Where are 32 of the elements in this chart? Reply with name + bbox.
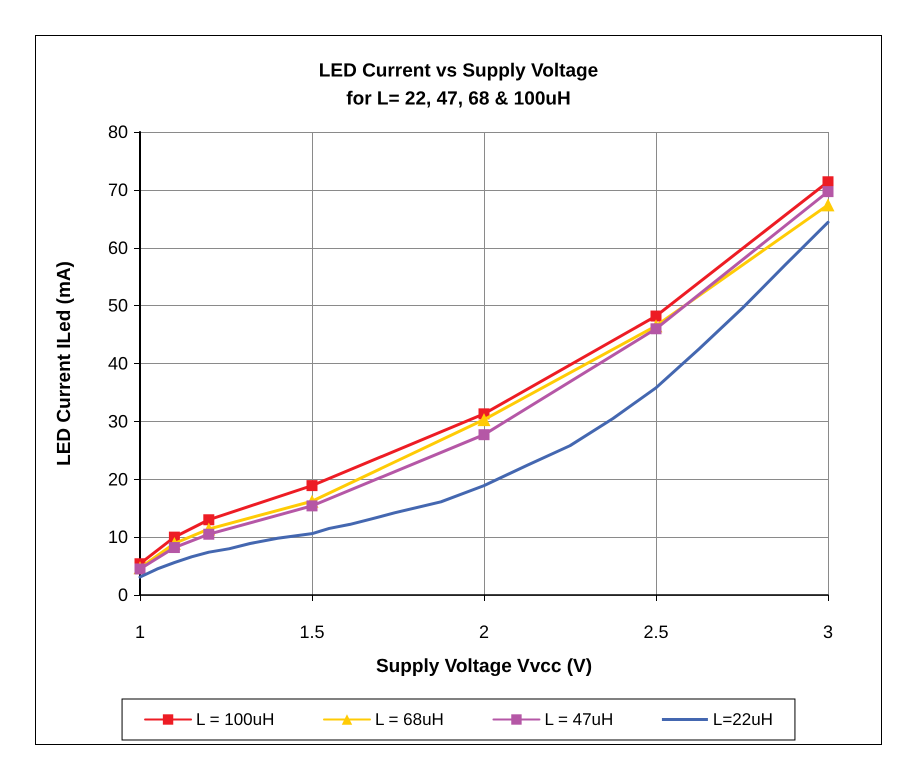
y-tick-label: 40 — [108, 354, 128, 374]
point — [306, 500, 318, 512]
y-tick-label: 80 — [108, 122, 128, 142]
point — [822, 198, 834, 212]
y-tick-label: 60 — [108, 238, 128, 258]
point — [650, 310, 662, 322]
legend-label: L=22uH — [712, 710, 773, 729]
y-tick-label: 20 — [108, 469, 128, 490]
point — [478, 429, 490, 440]
legend-label: L = 47uH — [544, 710, 614, 729]
y-tick-label: 0 — [118, 585, 128, 605]
y-tick-label: 70 — [108, 180, 128, 200]
point — [650, 323, 662, 334]
y-tick-label: 30 — [108, 411, 128, 432]
y-axis-title: LED Current ILed (mA) — [54, 261, 75, 466]
point — [203, 514, 214, 526]
point — [306, 480, 318, 492]
x-tick-label: 2 — [478, 622, 490, 642]
y-tick-label: 50 — [108, 296, 128, 316]
legend-label: L = 100uH — [196, 710, 274, 729]
point — [478, 413, 490, 426]
point — [203, 528, 214, 540]
x-tick-label: 1 — [134, 622, 146, 642]
point — [168, 542, 180, 554]
x-tick-label: 2.5 — [643, 622, 669, 642]
legend-label: L = 68uH — [374, 710, 444, 729]
chart-title: LED Current vs Supply Voltage for L= 22, 47, 68 & 100uH — [318, 60, 598, 110]
y-tick-label: 10 — [108, 527, 128, 548]
point — [822, 186, 834, 198]
x-tick-label: 1.5 — [299, 622, 325, 642]
x-axis-title: Supply Voltage Vvcc (V) — [376, 656, 592, 677]
x-tick-label: 3 — [822, 622, 834, 642]
